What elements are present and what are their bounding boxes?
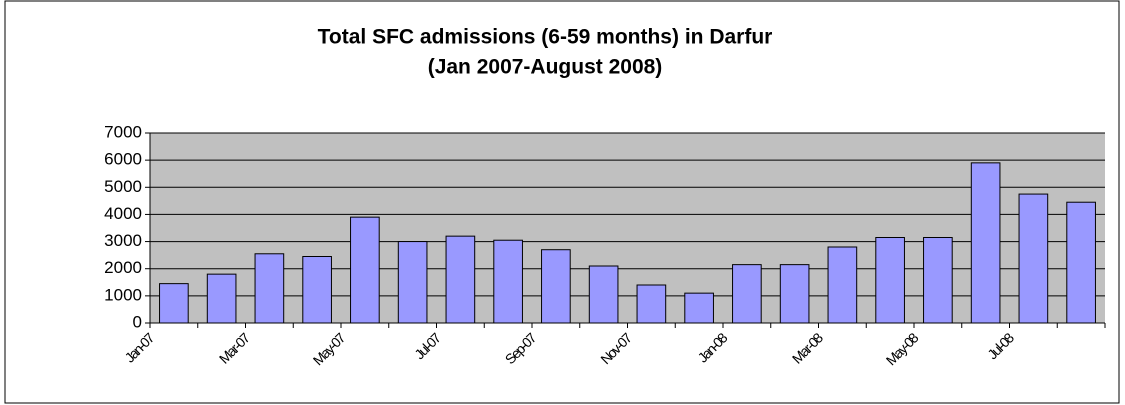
bar (923, 237, 953, 324)
bar (732, 264, 762, 324)
chart-subtitle: (Jan 2007-August 2008) (428, 56, 663, 79)
bar (206, 273, 237, 324)
bar (684, 292, 714, 324)
bar (1066, 201, 1096, 324)
bar (970, 162, 1001, 324)
bar (875, 237, 905, 324)
bar (636, 284, 667, 324)
chart-title: Total SFC admissions (6-59 months) in Da… (318, 26, 773, 49)
bar (493, 239, 523, 324)
y-tick-label: 6000 (104, 150, 142, 169)
plot-area (150, 133, 1105, 323)
bar (397, 241, 428, 324)
bar (254, 253, 285, 324)
bar (350, 216, 380, 324)
y-tick-label: 7000 (104, 122, 142, 141)
bar (541, 249, 571, 324)
bar (779, 264, 810, 324)
bar (588, 265, 619, 324)
bar (302, 256, 332, 324)
y-tick-label: 2000 (104, 258, 142, 277)
y-tick-label: 0 (133, 312, 142, 331)
y-tick-label: 5000 (104, 177, 142, 196)
bar (827, 246, 858, 324)
bar (1018, 193, 1049, 324)
bar (159, 283, 189, 324)
y-tick-label: 1000 (104, 285, 142, 304)
y-tick-label: 3000 (104, 231, 142, 250)
y-tick-label: 4000 (104, 204, 142, 223)
bar (445, 235, 476, 324)
